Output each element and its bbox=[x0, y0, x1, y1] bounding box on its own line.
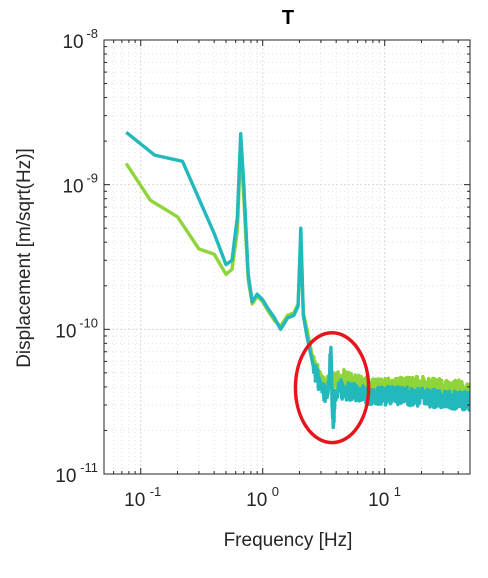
y-tick-label: 10 bbox=[55, 466, 76, 487]
plot-background bbox=[104, 40, 470, 474]
highlight-ellipse bbox=[293, 330, 371, 445]
y-axis-label: Displacement [m/sqrt(Hz)] bbox=[14, 148, 35, 368]
plot-frame bbox=[103, 39, 471, 475]
plot-area bbox=[103, 39, 471, 475]
x-tick-labels: 10 -1 10 0 10 1 bbox=[124, 484, 401, 511]
y-tick-label: 10 bbox=[55, 321, 76, 342]
x-tick-label: 10 bbox=[246, 490, 267, 511]
series-line-1 bbox=[124, 142, 470, 400]
y-tick-exponent: -10 bbox=[79, 315, 98, 330]
x-tick-exponent: 1 bbox=[394, 484, 401, 499]
x-tick-label: 10 bbox=[124, 490, 145, 511]
series-line-2 bbox=[125, 130, 470, 430]
y-tick-label: 10 bbox=[62, 177, 83, 198]
tick-marks bbox=[103, 39, 471, 475]
annotation-layer bbox=[293, 330, 371, 445]
y-tick-exponent: -11 bbox=[80, 460, 98, 475]
x-axis-label: Frequency [Hz] bbox=[224, 530, 353, 551]
y-tick-exponent: -8 bbox=[86, 26, 98, 41]
y-tick-label: 10 bbox=[62, 32, 83, 53]
x-tick-exponent: -1 bbox=[150, 484, 162, 499]
x-tick-exponent: 0 bbox=[272, 484, 279, 499]
y-tick-exponent: -9 bbox=[86, 171, 98, 186]
chart-title: T bbox=[282, 7, 294, 29]
x-tick-label: 10 bbox=[368, 490, 389, 511]
series-layer bbox=[124, 130, 470, 430]
